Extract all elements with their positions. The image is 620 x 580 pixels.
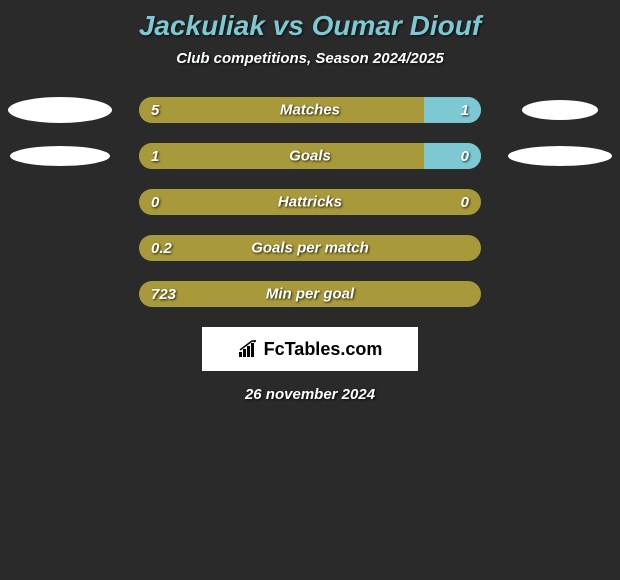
- stat-value-right: 0: [449, 194, 481, 211]
- ellipse-right: [501, 146, 619, 166]
- stat-bar: 1 0 Goals: [139, 143, 481, 169]
- stat-label: Hattricks: [278, 194, 342, 211]
- bar-right: 1: [424, 97, 481, 123]
- stat-row: 0.2 Goals per match: [0, 235, 620, 261]
- date-label: 26 november 2024: [0, 386, 620, 403]
- logo: FcTables.com: [238, 339, 383, 360]
- stat-label: Min per goal: [266, 286, 354, 303]
- logo-box: FcTables.com: [202, 327, 418, 371]
- stat-bar: 723 Min per goal: [139, 281, 481, 307]
- page-subtitle: Club competitions, Season 2024/2025: [0, 50, 620, 67]
- comparison-container: Jackuliak vs Oumar Diouf Club competitio…: [0, 0, 620, 403]
- stat-row: 723 Min per goal: [0, 281, 620, 307]
- stat-value-right: 1: [449, 102, 481, 119]
- stat-value-right: 0: [449, 148, 481, 165]
- stat-value-left: 5: [139, 102, 171, 119]
- stat-row: 1 0 Goals: [0, 143, 620, 169]
- bar-right: 0: [424, 143, 481, 169]
- stat-row: 0 0 Hattricks: [0, 189, 620, 215]
- stat-bar: 0 0 Hattricks: [139, 189, 481, 215]
- bar-left: 1: [139, 143, 424, 169]
- stat-value-left: 1: [139, 148, 171, 165]
- stat-value-left: 0: [139, 194, 171, 211]
- stat-value-left: 723: [139, 286, 188, 303]
- bar-chart-icon: [238, 340, 260, 358]
- stat-bar: 0.2 Goals per match: [139, 235, 481, 261]
- stats-area: 5 1 Matches 1 0 Goals 0 0 Hattricks 0.2 Goals per …: [0, 97, 620, 307]
- stat-label: Matches: [280, 102, 340, 119]
- ellipse-left: [1, 146, 119, 166]
- ellipse-right: [501, 100, 619, 120]
- stat-label: Goals per match: [251, 240, 369, 257]
- stat-bar: 5 1 Matches: [139, 97, 481, 123]
- logo-text: FcTables.com: [264, 339, 383, 360]
- stat-row: 5 1 Matches: [0, 97, 620, 123]
- page-title: Jackuliak vs Oumar Diouf: [0, 10, 620, 42]
- ellipse-left: [1, 97, 119, 123]
- stat-value-left: 0.2: [139, 240, 184, 257]
- stat-label: Goals: [289, 148, 331, 165]
